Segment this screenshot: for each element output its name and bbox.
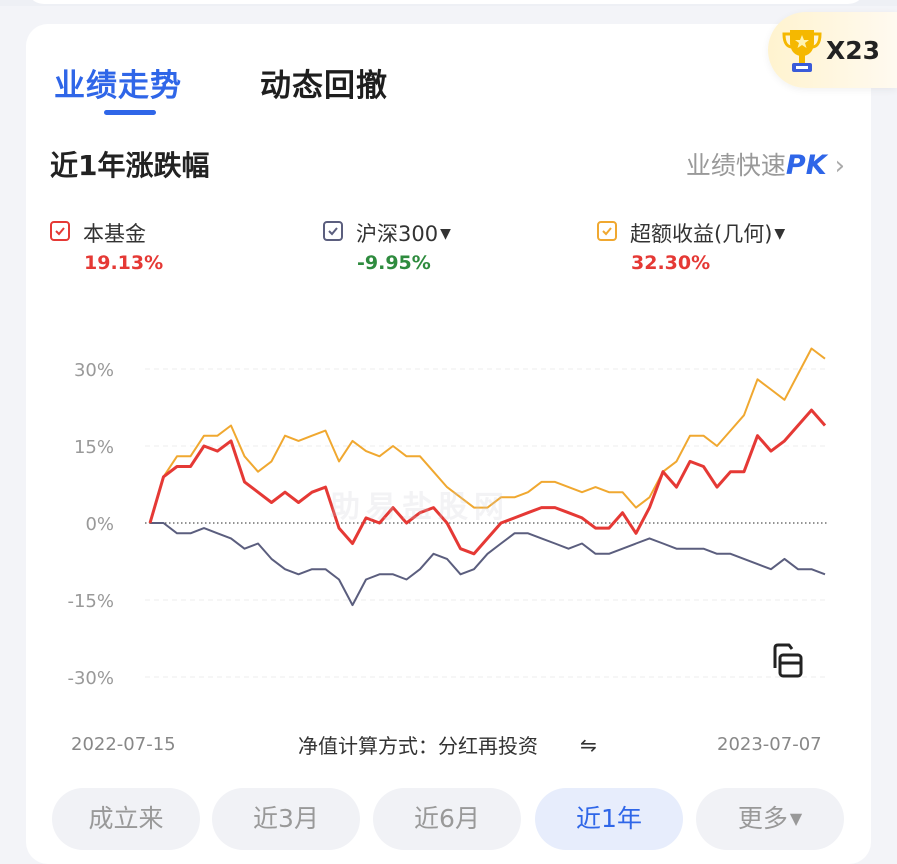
pk-link-text: 业绩快速 (685, 151, 786, 180)
y-tick-label: 30% (73, 360, 114, 381)
checkbox-icon[interactable] (323, 221, 343, 241)
x-end-date: 2023-07-07 (717, 734, 822, 755)
legend-label-text: 超额收益(几何) (630, 222, 773, 246)
period-3-months[interactable]: 近3月 (212, 788, 360, 850)
watermark: 助易盐股网 (330, 490, 510, 525)
performance-card (26, 24, 871, 864)
legend-value: -9.95% (357, 252, 431, 274)
active-tab-underline (104, 110, 156, 115)
achievement-badge[interactable]: X23 (768, 12, 897, 88)
pk-link-pk: PK (785, 150, 827, 181)
nav-calculation-method[interactable]: 净值计算方式：分红再投资 (298, 734, 538, 758)
legend-value: 19.13% (84, 252, 164, 274)
chevron-right-icon: › (834, 151, 845, 181)
tab-performance-trend[interactable]: 业绩走势 (54, 68, 182, 104)
legend-label: 超额收益(几何) ▼ (630, 218, 785, 248)
badge-count: X23 (826, 36, 881, 65)
series-line-1 (150, 522, 826, 607)
checkbox-icon[interactable] (50, 221, 70, 241)
series-line-2 (149, 347, 826, 524)
chart-subtitle: 近1年涨跌幅 (50, 149, 210, 182)
checkbox-icon[interactable] (597, 221, 617, 241)
legend-label: 沪深300 ▼ (356, 218, 451, 248)
share-icon[interactable] (769, 642, 805, 680)
previous-card-bottom (26, 0, 866, 4)
legend-label-text: 沪深300 (356, 222, 439, 246)
period-since-inception[interactable]: 成立来 (52, 788, 200, 850)
period-more-label: 更多 (737, 804, 788, 833)
swap-icon[interactable]: ⇋ (580, 733, 597, 757)
dropdown-caret-icon[interactable]: ▼ (774, 226, 786, 242)
period-1-year[interactable]: 近1年 (535, 788, 683, 850)
legend-label: 本基金 (83, 222, 146, 246)
period-6-months[interactable]: 近6月 (373, 788, 521, 850)
y-tick-label: -30% (67, 668, 114, 689)
tab-dynamic-drawdown[interactable]: 动态回撤 (260, 68, 388, 104)
series-line-0 (148, 408, 827, 556)
y-tick-label: -15% (67, 591, 114, 612)
quick-pk-link[interactable]: 业绩快速PK › (686, 146, 845, 182)
period-more[interactable]: 更多 ▼ (696, 788, 844, 850)
y-tick-label: 15% (73, 437, 114, 458)
dropdown-caret-icon[interactable]: ▼ (440, 226, 451, 242)
dropdown-caret-icon: ▼ (789, 809, 803, 828)
y-tick-label: 0% (85, 514, 114, 535)
x-start-date: 2022-07-15 (71, 734, 176, 755)
legend-value: 32.30% (631, 252, 711, 274)
trophy-icon (782, 30, 822, 72)
